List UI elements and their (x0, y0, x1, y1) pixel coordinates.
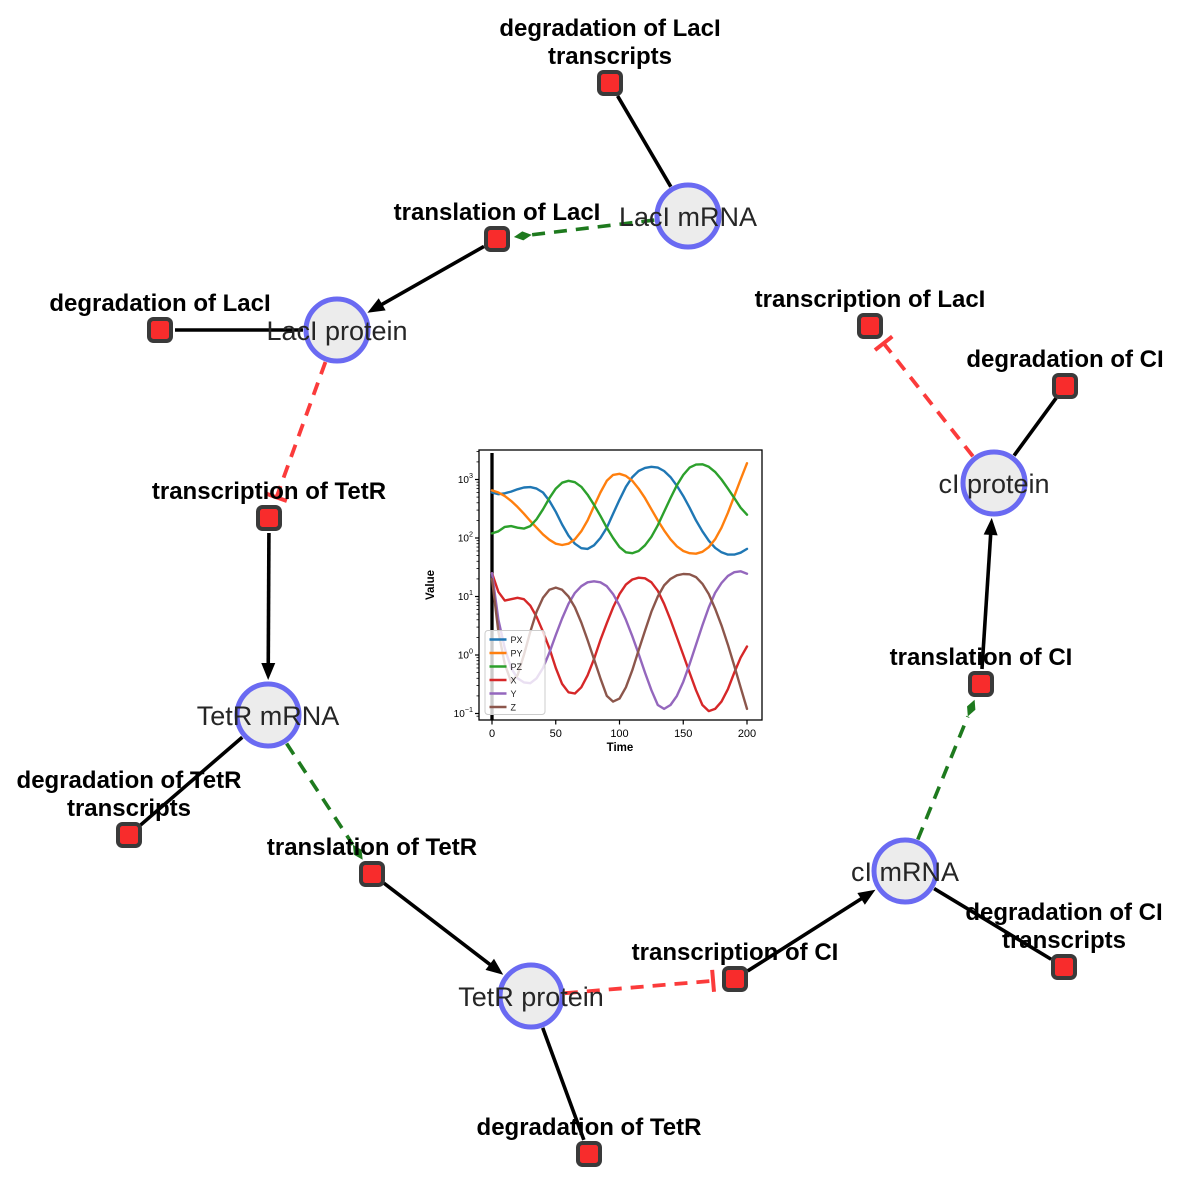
legend-label-X: X (511, 676, 517, 686)
reaction-label-transl_ci-line1: translation of CI (890, 644, 1073, 671)
reaction-node-deg_laci (147, 317, 173, 343)
y-tick-label: 100 (458, 647, 473, 662)
reaction-label-deg_ci_tx-line1: degradation of CI (965, 899, 1162, 926)
edge-transl_ci-ci_protein-arrowhead (983, 517, 998, 536)
reaction-label-deg_laci_tx-line1: degradation of LacI (499, 15, 720, 42)
edge-transl_laci-laci_protein (376, 244, 485, 309)
edge-ci_protein-deg_ci (1012, 397, 1058, 457)
inset-chart: 10−1 100 101 102 103 0 50 100 150 200 PX PY PZ XYZ (420, 432, 778, 764)
legend-label-PY: PY (511, 649, 523, 659)
x-tick-label: 50 (550, 728, 562, 740)
y-tick-label: 10−1 (454, 705, 473, 720)
species-label-tetr_mrna: TetR mRNA (197, 701, 340, 731)
legend-label-PX: PX (511, 635, 523, 645)
chart-legend: PX PY PZ XYZ (484, 630, 546, 715)
y-tick-label: 102 (458, 530, 473, 545)
edge-ci_protein-tx_laci (882, 342, 975, 458)
reaction-node-deg_laci_tx (597, 70, 623, 96)
reaction-label-deg_laci_tx-line2: transcripts (548, 43, 672, 70)
reaction-node-transl_tetr (359, 861, 385, 887)
reaction-node-tx_laci (857, 313, 883, 339)
reaction-node-tx_ci (722, 966, 748, 992)
edge-tetr_mrna-transl_tetr-modifier-head (352, 844, 363, 860)
edge-tetr_mrna-deg_tetr_tx (139, 735, 244, 827)
species-node-ci_mrna (871, 837, 939, 905)
edge-tetr_mrna-transl_tetr (285, 742, 355, 846)
species-node-ci_protein (960, 449, 1028, 517)
x-tick-label: 200 (738, 728, 756, 740)
reaction-label-deg_tetr_tx-line1: degradation of TetR (17, 767, 242, 794)
species-node-tetr_mrna (234, 681, 302, 749)
y-tick-label: 103 (458, 471, 473, 486)
edge-tetr_protein-deg_tetr (541, 1027, 586, 1141)
edge-transl_laci-laci_protein-arrowhead (367, 298, 386, 313)
chart-ylabel: Value (425, 570, 437, 600)
species-label-laci_protein: LacI protein (266, 316, 407, 346)
reaction-label-tx_ci-line1: transcription of CI (632, 939, 839, 966)
legend-label-PZ: PZ (511, 662, 523, 672)
x-tick-label: 150 (674, 728, 692, 740)
reaction-node-deg_ci (1052, 373, 1078, 399)
species-label-tetr_protein: TetR protein (458, 982, 604, 1012)
chart-series-PZ (490, 463, 749, 555)
edge-tx_ci-ci_mrna-arrowhead (857, 889, 876, 905)
reaction-label-deg_laci-line1: degradation of LacI (49, 290, 270, 317)
x-tick-label: 0 (489, 728, 495, 740)
edge-ci_mrna-transl_ci-modifier-head (967, 699, 976, 717)
chart-series-Z (490, 572, 749, 711)
reaction-node-deg_ci_tx (1051, 954, 1077, 980)
species-label-ci_mrna: cI mRNA (851, 857, 959, 887)
species-label-ci_protein: cI protein (938, 469, 1049, 499)
edge-transl_tetr-tetr_protein-arrowhead (485, 958, 504, 975)
reaction-node-deg_tetr (576, 1141, 602, 1167)
x-tick-label: 100 (610, 728, 628, 740)
edge-laci_mrna-deg_laci_tx (616, 95, 673, 188)
reaction-label-tx_laci-line1: transcription of LacI (755, 286, 986, 313)
edge-tx_tetr-tetr_mrna (266, 532, 271, 669)
edge-transl_tetr-tetr_protein (382, 881, 495, 969)
chart-series-PX (490, 465, 749, 556)
edge-laci_mrna-transl_laci-modifier-head (513, 231, 532, 241)
edge-tx_tetr-tetr_mrna-arrowhead (261, 662, 276, 681)
edge-laci_protein-tx_tetr-inhibit-bar (265, 491, 288, 503)
edge-laci_protein-tx_tetr (274, 361, 328, 498)
reaction-label-deg_tetr-line1: degradation of TetR (477, 1114, 702, 1141)
chart-series-PY (490, 462, 749, 555)
reaction-label-deg_tetr_tx-line2: transcripts (67, 795, 191, 822)
edge-tx_ci-ci_mrna (746, 894, 867, 973)
legend-label-Z: Z (511, 703, 517, 713)
reaction-node-deg_tetr_tx (116, 822, 142, 848)
chart-series-X (490, 572, 749, 713)
reaction-node-transl_ci (968, 671, 994, 697)
edge-ci_protein-tx_laci-inhibit-bar (873, 334, 894, 352)
reaction-label-deg_ci-line1: degradation of CI (966, 346, 1163, 373)
reaction-node-tx_tetr (256, 505, 282, 531)
edge-ci_mrna-transl_ci (916, 715, 970, 841)
reaction-label-transl_laci-line1: translation of LacI (394, 199, 601, 226)
edge-transl_ci-ci_protein (980, 529, 993, 670)
species-node-laci_mrna (654, 182, 722, 250)
y-tick-label: 101 (458, 588, 473, 603)
nodes-layer (116, 70, 1078, 1167)
edge-tetr_protein-tx_ci-inhibit-bar (710, 969, 716, 992)
reaction-label-transl_tetr-line1: translation of TetR (267, 834, 477, 861)
chart-xlabel: Time (607, 742, 634, 754)
reaction-label-deg_ci_tx-line2: transcripts (1002, 927, 1126, 954)
edges-layer (139, 95, 1058, 1141)
species-label-laci_mrna: LacI mRNA (619, 202, 757, 232)
legend-label-Y: Y (511, 689, 517, 699)
labels-layer: LacI mRNA LacI protein TetR mRNA TetR prote… (17, 15, 1164, 1141)
species-node-tetr_protein (497, 962, 565, 1030)
reaction-label-tx_tetr-line1: transcription of TetR (152, 478, 386, 505)
edge-ci_mrna-deg_ci_tx (933, 887, 1053, 961)
edge-tetr_protein-tx_ci (564, 978, 714, 996)
species-node-laci_protein (303, 296, 371, 364)
reaction-node-transl_laci (484, 226, 510, 252)
